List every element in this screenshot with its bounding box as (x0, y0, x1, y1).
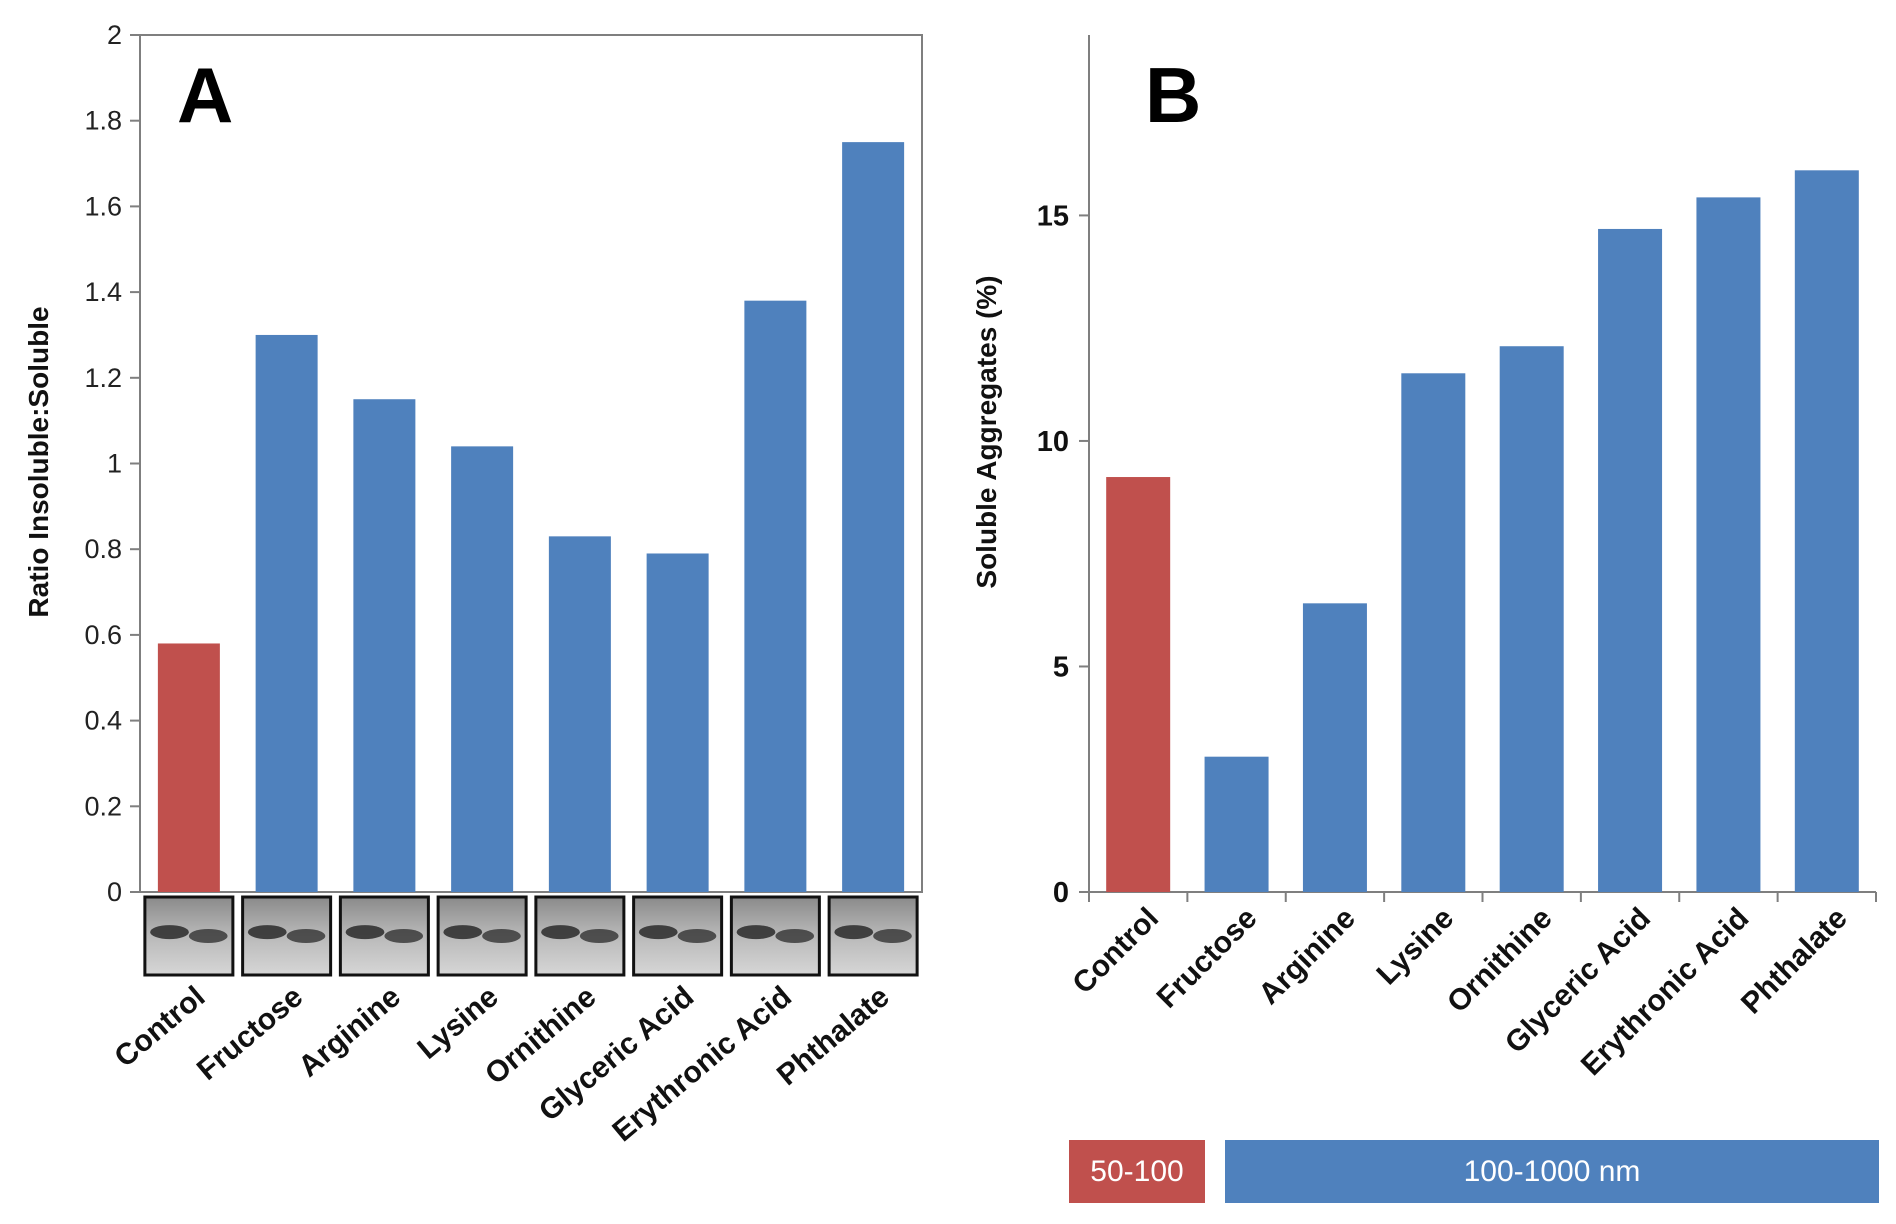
panel-a-bar-glyceric-acid (646, 553, 709, 892)
panel-a-bar-fructose (255, 334, 318, 892)
panel-b-category-lysine: Lysine (1371, 902, 1461, 992)
legend-control-swatch (1069, 1140, 1205, 1203)
panel-a-bars (157, 142, 905, 892)
gel-lane-phthalate (827, 895, 919, 977)
panel-b-category-fructose: Fructose (1151, 902, 1264, 1015)
panel-a-bar-arginine (353, 399, 416, 892)
gel-lane-fructose (241, 895, 333, 977)
panel-a-category-erythronic-acid: Erythronic Acid (606, 980, 797, 1148)
panel-b-bar-control (1106, 477, 1171, 892)
panel-a-y-tick-label: 2 (107, 20, 122, 50)
panel-a-category-lysine: Lysine (411, 980, 504, 1066)
panel-b-y-tick-label: 0 (1053, 877, 1069, 909)
panel-a-y-tick-label: 1.6 (84, 191, 122, 221)
panel-b-bar-glyceric-acid (1598, 228, 1663, 892)
legend-treatment-swatch (1225, 1140, 1879, 1203)
panel-a-bar-lysine (451, 446, 514, 892)
panel-b-bar-ornithine (1499, 346, 1564, 892)
panel-a-category-fructose: Fructose (191, 980, 309, 1087)
panel-a-label: A (177, 51, 233, 139)
panel-b-bar-erythronic-acid (1696, 197, 1761, 892)
panel-a-y-tick-label: 0.4 (84, 706, 122, 736)
legend-control-label: 50-100 (1090, 1155, 1183, 1188)
panel-b-bar-phthalate (1794, 170, 1859, 892)
panel-b-bars (1088, 170, 1877, 902)
panel-a-y-tick-label: 1 (107, 449, 122, 479)
panel-a-y-tick-label: 1.2 (84, 363, 122, 393)
gel-lane-ornithine (534, 895, 626, 977)
gel-lane-lysine (436, 895, 528, 977)
panel-b-category-arginine: Arginine (1253, 902, 1362, 1011)
panel-a-y-tick-label: 0.6 (84, 620, 122, 650)
panel-a-y-axis: 0 0.2 0.4 0.6 0.8 1 1.2 1.4 1.6 1.8 2 (84, 20, 140, 907)
panel-a-y-axis-label: Ratio Insoluble:Soluble (23, 306, 54, 617)
panel-b-bar-lysine (1401, 373, 1466, 893)
panel-a-bar-phthalate (842, 142, 905, 892)
panel-b-bar-arginine (1302, 603, 1367, 892)
panel-b-y-axis: 0 5 10 15 (1037, 200, 1089, 909)
panel-b-y-tick-label: 15 (1037, 200, 1069, 232)
panel-b-category-control: Control (1066, 902, 1165, 1001)
panel-b-label: B (1145, 51, 1201, 139)
panel-a-y-tick-label: 1.8 (84, 106, 122, 136)
panel-a-gel-inset (143, 895, 919, 977)
panel-a-bar-erythronic-acid (744, 300, 807, 892)
panel-a-bar-ornithine (548, 536, 611, 892)
panel-b-y-tick-label: 5 (1053, 651, 1069, 683)
gel-lane-control (143, 895, 235, 977)
gel-lane-glyceric-acid (632, 895, 724, 977)
legend-treatment-label: 100-1000 nm (1464, 1155, 1641, 1188)
gel-lane-arginine (338, 895, 430, 977)
panel-a-y-tick-label: 1.4 (84, 277, 122, 307)
panel-a-y-tick-label: 0 (107, 877, 122, 907)
panel-b-category-erythronic-acid: Erythronic Acid (1575, 902, 1756, 1083)
panel-a-y-tick-label: 0.2 (84, 791, 122, 821)
panel-b-bar-fructose (1204, 756, 1269, 892)
panel-b-y-axis-label: Soluble Aggregates (%) (971, 275, 1002, 588)
gel-lane-erythronic-acid (729, 895, 821, 977)
panel-a-bar-control (157, 643, 220, 892)
panel-a-y-tick-label: 0.8 (84, 534, 122, 564)
panel-a-category-arginine: Arginine (292, 980, 406, 1083)
panel-b-y-tick-label: 10 (1037, 426, 1069, 458)
panel-b-category-phthalate: Phthalate (1735, 902, 1854, 1021)
